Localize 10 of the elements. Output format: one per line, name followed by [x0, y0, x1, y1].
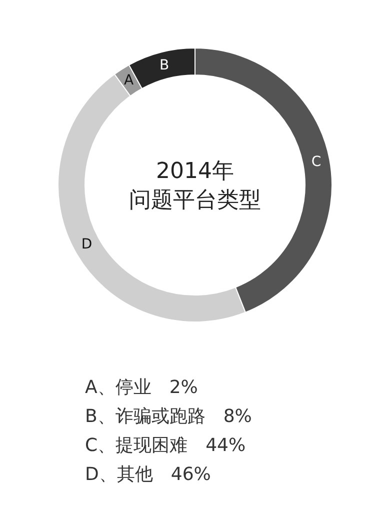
text: B、诈骗或跑路 8%	[85, 406, 252, 427]
slice-label: B	[159, 57, 170, 74]
text: A、停业 2%	[85, 377, 198, 398]
text: D、其他 46%	[85, 464, 211, 485]
slice-label: D	[81, 236, 92, 252]
text: C、提现困难 44%	[85, 435, 246, 456]
slice-label: C	[311, 154, 322, 170]
text: 问题平台类型	[129, 188, 261, 213]
text: 2014年	[156, 159, 234, 184]
slice-label: A	[124, 72, 134, 89]
